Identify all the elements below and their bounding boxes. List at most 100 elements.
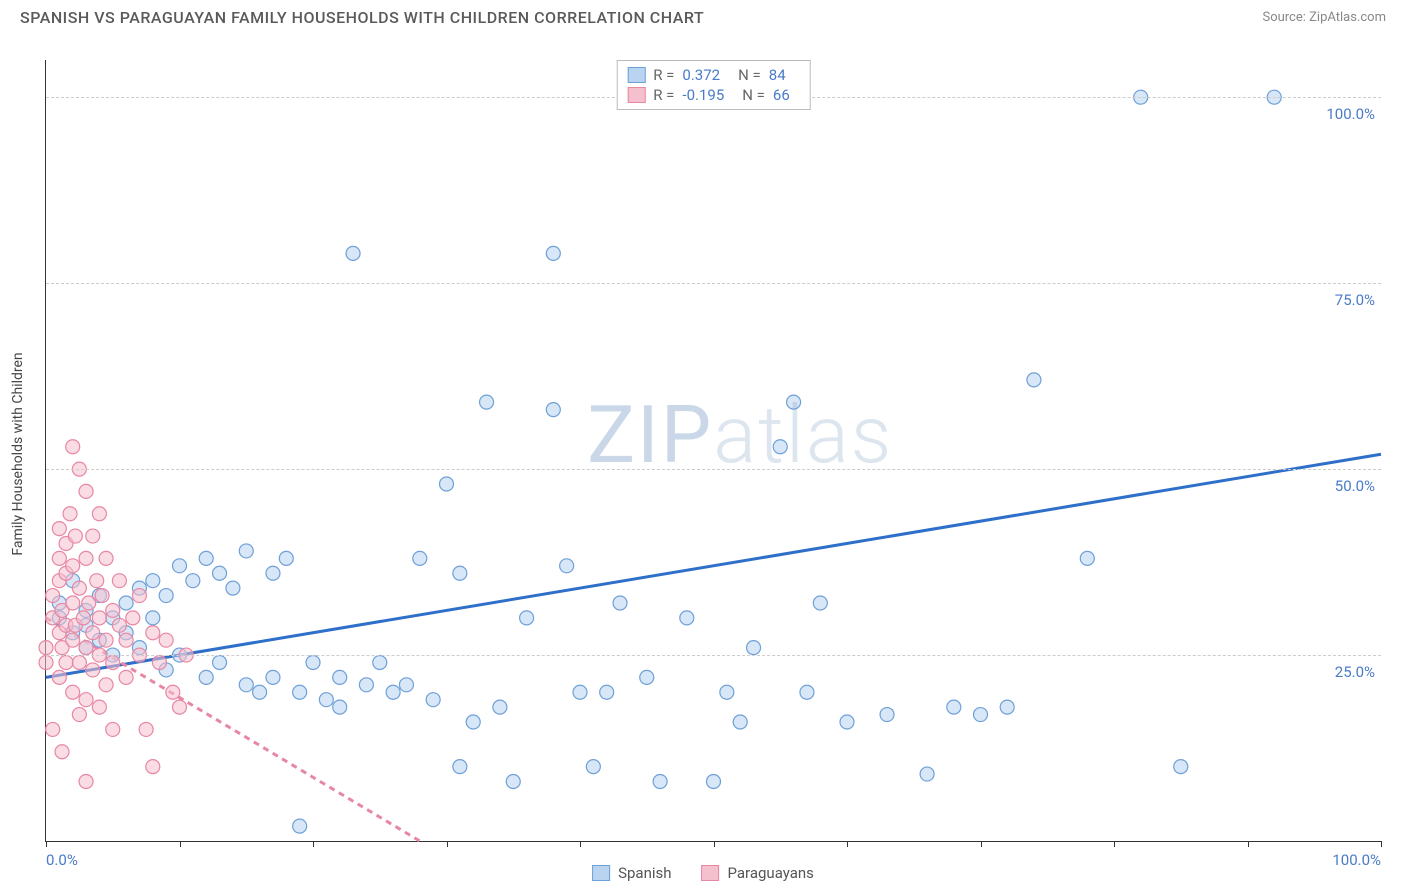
- legend-item: Paraguayans: [702, 864, 814, 882]
- point-paraguayans: [86, 626, 100, 640]
- legend-label: Paraguayans: [728, 864, 814, 882]
- point-paraguayans: [79, 641, 93, 655]
- point-spanish: [333, 700, 347, 714]
- r-value: 0.372: [682, 66, 720, 84]
- point-paraguayans: [66, 596, 80, 610]
- point-paraguayans: [79, 693, 93, 707]
- point-paraguayans: [55, 745, 69, 759]
- point-spanish: [480, 395, 494, 409]
- swatch-icon: [627, 67, 645, 83]
- point-paraguayans: [106, 603, 120, 617]
- x-tick: [447, 841, 448, 847]
- point-paraguayans: [72, 581, 86, 595]
- point-paraguayans: [173, 700, 187, 714]
- y-tick-label: 75.0%: [1335, 291, 1375, 309]
- y-tick-label: 100.0%: [1326, 105, 1375, 123]
- r-label: R =: [653, 66, 674, 84]
- point-paraguayans: [52, 522, 66, 536]
- x-tick: [580, 841, 581, 847]
- x-tick: [313, 841, 314, 847]
- gridline: [46, 469, 1381, 470]
- x-axis-min-label: 0.0%: [46, 851, 78, 869]
- point-spanish: [453, 566, 467, 580]
- y-tick-label: 50.0%: [1335, 477, 1375, 495]
- point-spanish: [173, 559, 187, 573]
- point-spanish: [239, 544, 253, 558]
- point-spanish: [573, 685, 587, 699]
- point-spanish: [640, 670, 654, 684]
- point-paraguayans: [92, 700, 106, 714]
- point-paraguayans: [99, 633, 113, 647]
- r-value: -0.195: [682, 86, 724, 104]
- swatch-icon: [702, 865, 720, 881]
- point-spanish: [146, 574, 160, 588]
- point-paraguayans: [66, 440, 80, 454]
- point-spanish: [733, 715, 747, 729]
- point-spanish: [213, 566, 227, 580]
- point-paraguayans: [146, 760, 160, 774]
- point-paraguayans: [46, 722, 60, 736]
- point-spanish: [333, 670, 347, 684]
- point-spanish: [653, 774, 667, 788]
- x-tick: [180, 841, 181, 847]
- point-spanish: [680, 611, 694, 625]
- source-label: Source: ZipAtlas.com: [1262, 10, 1386, 25]
- point-spanish: [466, 715, 480, 729]
- point-spanish: [239, 678, 253, 692]
- gridline: [46, 283, 1381, 284]
- point-paraguayans: [46, 589, 60, 603]
- point-paraguayans: [39, 641, 53, 655]
- point-paraguayans: [99, 678, 113, 692]
- point-spanish: [546, 403, 560, 417]
- point-spanish: [1027, 373, 1041, 387]
- point-paraguayans: [92, 611, 106, 625]
- point-paraguayans: [95, 589, 109, 603]
- point-spanish: [373, 655, 387, 669]
- swatch-icon: [627, 87, 645, 103]
- point-spanish: [440, 477, 454, 491]
- point-spanish: [1080, 551, 1094, 565]
- point-paraguayans: [119, 633, 133, 647]
- point-spanish: [1000, 700, 1014, 714]
- point-spanish: [586, 760, 600, 774]
- point-spanish: [359, 678, 373, 692]
- point-paraguayans: [106, 655, 120, 669]
- point-paraguayans: [76, 611, 90, 625]
- r-label: R =: [653, 86, 674, 104]
- stats-row: R = -0.195 N = 66: [627, 85, 800, 105]
- point-spanish: [293, 685, 307, 699]
- point-paraguayans: [146, 626, 160, 640]
- chart-plot-area: R = 0.372 N = 84 R = -0.195 N = 66 ZIPat…: [45, 60, 1381, 842]
- point-spanish: [119, 596, 133, 610]
- point-paraguayans: [152, 655, 166, 669]
- point-paraguayans: [92, 507, 106, 521]
- point-paraguayans: [132, 589, 146, 603]
- point-paraguayans: [66, 685, 80, 699]
- x-tick: [714, 841, 715, 847]
- point-spanish: [520, 611, 534, 625]
- point-spanish: [279, 551, 293, 565]
- swatch-icon: [592, 865, 610, 881]
- point-spanish: [546, 246, 560, 260]
- point-spanish: [920, 767, 934, 781]
- point-paraguayans: [166, 685, 180, 699]
- point-paraguayans: [72, 655, 86, 669]
- point-spanish: [186, 574, 200, 588]
- x-tick: [847, 841, 848, 847]
- point-paraguayans: [139, 722, 153, 736]
- x-tick: [1114, 841, 1115, 847]
- point-spanish: [787, 395, 801, 409]
- point-spanish: [600, 685, 614, 699]
- point-spanish: [346, 246, 360, 260]
- point-paraguayans: [82, 596, 96, 610]
- point-paraguayans: [106, 722, 120, 736]
- point-spanish: [146, 611, 160, 625]
- point-spanish: [613, 596, 627, 610]
- point-spanish: [306, 655, 320, 669]
- point-spanish: [426, 693, 440, 707]
- trend-line-spanish: [46, 454, 1381, 677]
- point-spanish: [226, 581, 240, 595]
- legend-item: Spanish: [592, 864, 671, 882]
- point-spanish: [493, 700, 507, 714]
- point-paraguayans: [159, 633, 173, 647]
